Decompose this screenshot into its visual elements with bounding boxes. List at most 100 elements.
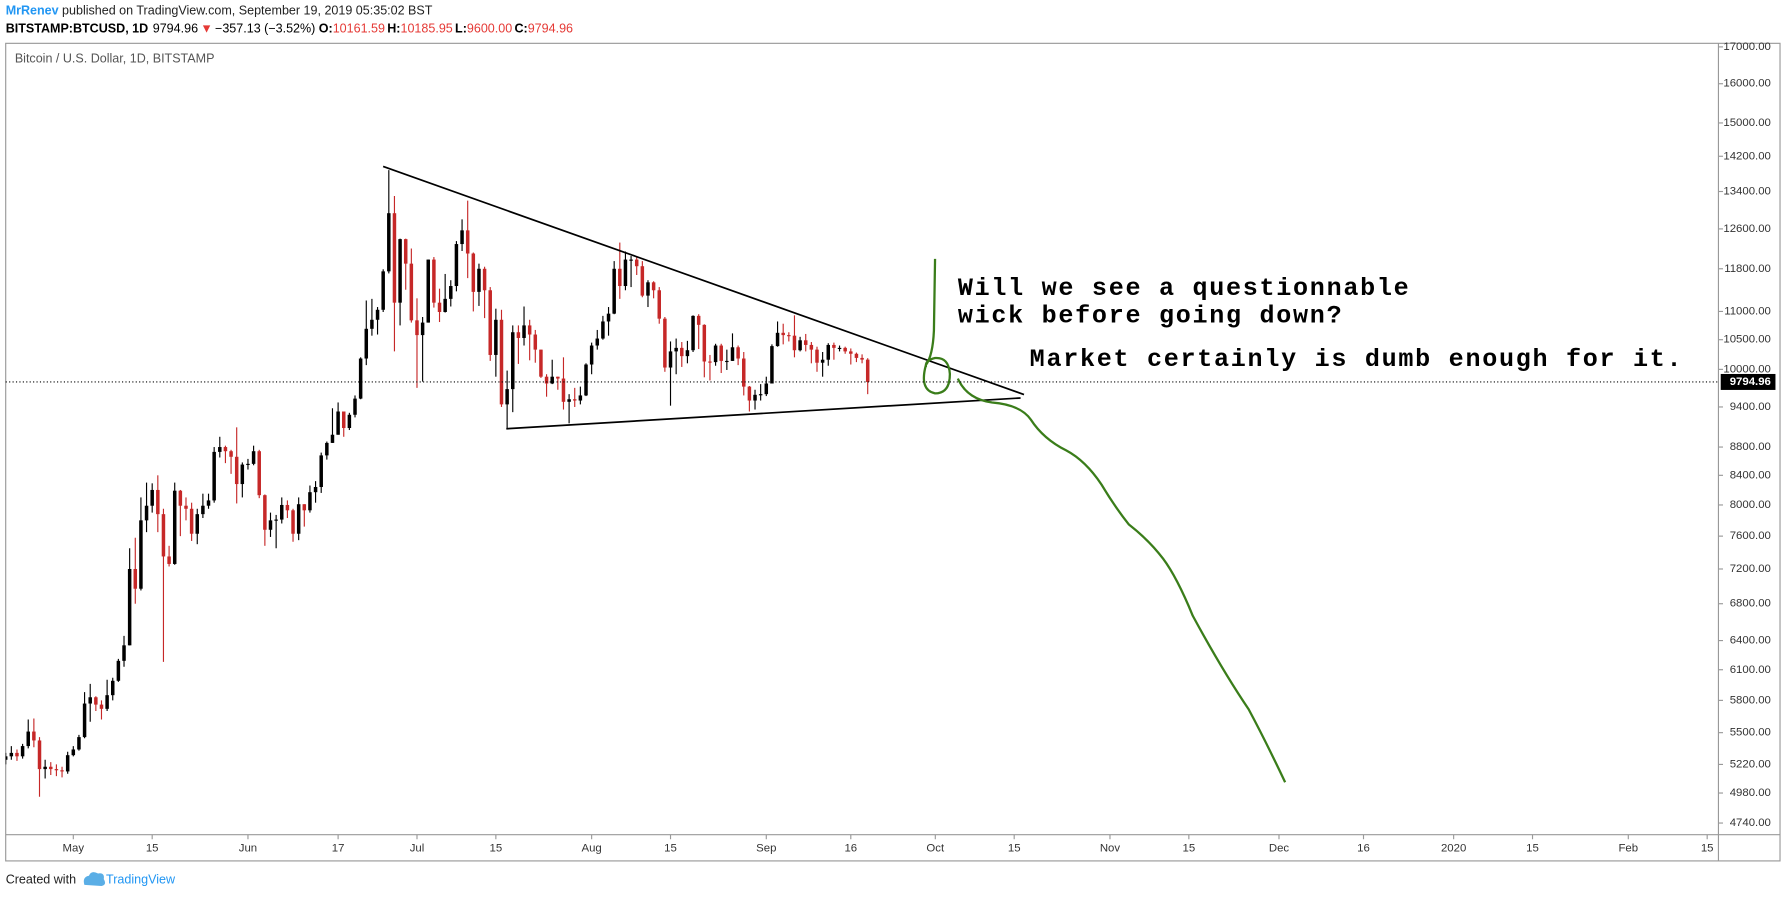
symbol-line: BITSTAMP:BTCUSD, 1D 9794.96 ▼ −357.13 (−3.5… <box>6 22 573 36</box>
candle-body <box>257 451 261 496</box>
candle-body <box>465 230 470 254</box>
candle-body <box>432 259 436 303</box>
x-tick-label: 2020 <box>1441 842 1466 854</box>
candle-body <box>826 344 831 360</box>
candle-body <box>758 394 763 396</box>
annotation: Will we see a questionnable <box>958 274 1411 303</box>
candle-body <box>815 349 819 363</box>
candle-body <box>54 769 59 771</box>
candle-body <box>567 399 571 402</box>
candle-body <box>651 282 656 291</box>
candle-body <box>477 268 481 292</box>
candle-body <box>291 510 295 534</box>
footer-brand[interactable]: TradingView <box>106 873 176 887</box>
candle-body <box>268 520 273 530</box>
candle-body <box>601 321 605 339</box>
candle-body <box>544 376 549 384</box>
candle-body <box>127 568 132 646</box>
candle-body <box>420 322 425 336</box>
chart-frame <box>5 42 1781 862</box>
x-tick-label: Jun <box>239 842 257 854</box>
y-tick-label: 7200.00 <box>1730 563 1771 575</box>
candle-body <box>161 514 166 557</box>
candle-body <box>792 335 797 351</box>
drawn-forecast <box>956 378 1287 783</box>
candle-body <box>691 315 695 351</box>
trend-line-upper <box>382 165 1025 396</box>
candle-body <box>522 325 526 338</box>
candle-body <box>443 298 447 312</box>
candle-body <box>212 451 216 501</box>
candle-body <box>20 746 25 757</box>
candle-body <box>9 752 14 757</box>
candle-body <box>280 504 284 520</box>
candle-body <box>325 442 329 456</box>
last-price-box <box>1720 373 1776 390</box>
candle-body <box>663 318 667 368</box>
candle-body <box>381 271 385 310</box>
candle-body <box>471 253 476 292</box>
candle-body <box>111 680 115 696</box>
footer-created: Created with <box>6 873 76 887</box>
candle-body <box>702 324 707 362</box>
candle-body <box>798 340 802 351</box>
candle-body <box>505 389 509 405</box>
candle-body <box>364 328 369 359</box>
candle-body <box>803 340 808 345</box>
x-tick-label: 17 <box>332 842 345 854</box>
candle-body <box>629 259 633 261</box>
candle-body <box>865 359 870 382</box>
candle-body <box>426 259 430 323</box>
candle-body <box>122 645 126 661</box>
y-tick-label: 14200.00 <box>1723 150 1771 162</box>
candle-body <box>837 347 842 350</box>
candle-body <box>809 344 814 350</box>
x-tick-label: 15 <box>490 842 503 854</box>
y-tick-label: 5800.00 <box>1730 694 1771 706</box>
candle-body <box>449 286 453 299</box>
candle-body <box>623 259 628 287</box>
candle-body <box>195 514 200 534</box>
y-tick-label: 8400.00 <box>1730 469 1771 481</box>
candle-body <box>572 399 577 401</box>
x-tick-label: 15 <box>1526 842 1539 854</box>
candle-body <box>398 239 402 303</box>
y-tick-label: 5500.00 <box>1730 727 1771 739</box>
candle-body <box>223 447 228 452</box>
c-label: C: <box>514 22 527 36</box>
candle-body <box>150 489 154 506</box>
candle-body <box>88 697 92 704</box>
annotation: wick before going down? <box>958 301 1343 330</box>
author[interactable]: MrRenev <box>6 4 59 18</box>
candle-body <box>172 490 177 564</box>
candle-body <box>561 378 566 402</box>
candle-body <box>387 213 391 272</box>
change: −357.13 (−3.52%) <box>215 22 315 36</box>
candle-body <box>105 695 109 709</box>
tv-logo <box>83 872 106 887</box>
candle-body <box>206 500 211 506</box>
candle-body <box>375 309 380 320</box>
candle-body <box>527 325 532 335</box>
candle-body <box>336 411 340 435</box>
y-tick-label: 8800.00 <box>1730 441 1771 453</box>
candle-body <box>308 492 312 511</box>
candle-body <box>156 489 160 515</box>
x-tick-label: Dec <box>1269 842 1290 854</box>
trend-line-lower <box>506 397 1021 430</box>
y-tick-label: 13400.00 <box>1723 186 1771 198</box>
candle-body <box>832 344 836 348</box>
x-tick-label: 16 <box>844 842 857 854</box>
candle-body <box>263 495 267 530</box>
x-tick-label: Nov <box>1100 842 1121 854</box>
y-tick-label: 10500.00 <box>1723 334 1771 346</box>
x-tick-label: 15 <box>1183 842 1196 854</box>
candle-body <box>556 376 560 379</box>
candle-body <box>668 351 673 368</box>
candle-body <box>730 347 735 361</box>
y-tick-label: 8000.00 <box>1730 499 1771 511</box>
candle-body <box>65 755 70 772</box>
candle-body <box>764 383 769 395</box>
candle-body <box>584 364 588 396</box>
